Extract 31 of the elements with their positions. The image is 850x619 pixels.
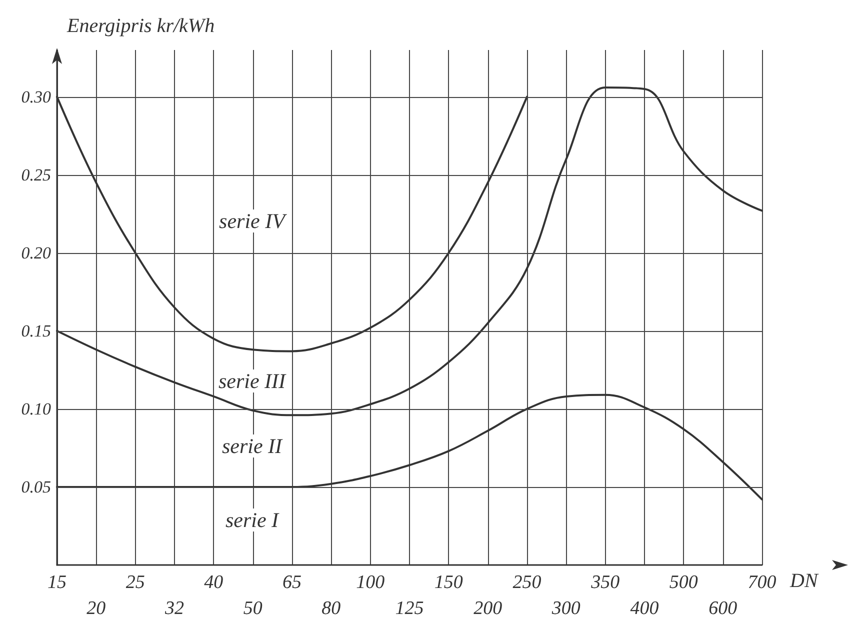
- x-tick-label: 700: [748, 572, 777, 593]
- x-tick-label: 15: [48, 572, 66, 593]
- x-tick-label: 65: [282, 572, 302, 593]
- x-tick-label: 32: [164, 598, 184, 619]
- y-tick-label: 0.20: [21, 243, 52, 262]
- annotation: serie I: [225, 508, 280, 532]
- x-tick-label: 250: [512, 572, 542, 593]
- x-tick-label: 500: [669, 572, 698, 593]
- annotation: serie II: [222, 434, 284, 458]
- x-tick-label: 200: [474, 598, 503, 619]
- annotation: serie III: [218, 369, 287, 393]
- x-tick-label: 80: [322, 598, 342, 619]
- annotation: serie IV: [219, 209, 288, 233]
- x-tick-label: 350: [590, 572, 620, 593]
- x-tick-label: 300: [550, 598, 581, 619]
- x-tick-label: 100: [356, 572, 386, 593]
- x-tick-label: 125: [395, 598, 424, 619]
- y-tick-label: 0.25: [21, 165, 51, 184]
- y-tick-label: 0.05: [21, 477, 51, 496]
- x-tick-label: 150: [434, 572, 464, 593]
- x-tick-label: 50: [243, 598, 263, 619]
- x-axis-title: DN: [789, 570, 820, 592]
- x-tick-label: 400: [630, 598, 660, 619]
- x-tick-label: 25: [126, 572, 145, 593]
- y-tick-label: 0.10: [21, 399, 52, 418]
- x-tick-label: 40: [204, 572, 224, 593]
- y-tick-label: 0.30: [21, 87, 52, 106]
- x-tick-label: 20: [86, 598, 106, 619]
- x-tick-label: 600: [708, 598, 738, 619]
- y-tick-label: 0.15: [21, 321, 51, 340]
- y-axis-title: Energipris kr/kWh: [66, 15, 215, 37]
